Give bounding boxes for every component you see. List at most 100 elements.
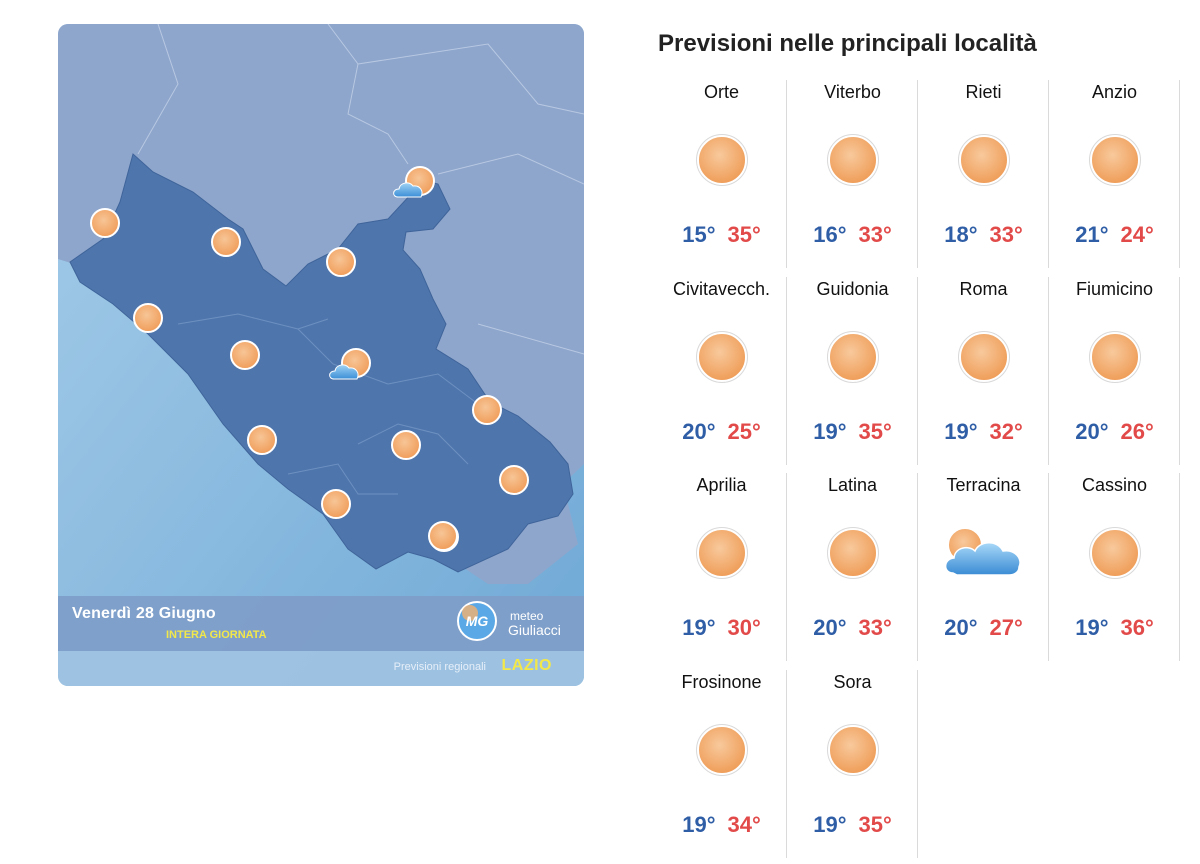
max-temperature: 24°: [1120, 222, 1154, 247]
forecast-cell[interactable]: Anzio 21° 24°: [1049, 76, 1180, 272]
map-date: Venerdì 28 Giugno: [72, 605, 216, 622]
map-period: INTERA GIORNATA: [166, 629, 267, 641]
min-temperature: 19°: [1075, 615, 1109, 640]
sun-icon: [656, 120, 787, 200]
min-temperature: 18°: [944, 222, 978, 247]
min-temperature: 19°: [944, 418, 978, 444]
forecast-cell[interactable]: Viterbo 16° 33°: [787, 76, 918, 272]
sun-icon: [918, 317, 1049, 397]
location-name: Latina: [827, 475, 878, 495]
location-name: Aprilia: [696, 475, 747, 495]
temperature-range: 20° 27°: [918, 615, 1049, 641]
location-name: Rieti: [965, 82, 1002, 102]
temperature-range: 19° 35°: [787, 419, 918, 445]
min-temperature: 20°: [682, 418, 716, 444]
min-temperature: 20°: [813, 615, 847, 640]
max-temperature: 34°: [727, 811, 761, 837]
max-temperature: 27°: [989, 615, 1023, 640]
sun-icon: [787, 710, 918, 790]
min-temperature: 19°: [682, 811, 716, 837]
min-temperature: 21°: [1075, 222, 1109, 247]
svg-text:MG: MG: [466, 613, 489, 629]
min-temperature: 15°: [682, 222, 716, 247]
min-temperature: 16°: [813, 222, 847, 247]
map-footer: Venerdì 28 Giugno INTERA GIORNATA MG met…: [58, 599, 584, 686]
temperature-range: 20° 33°: [787, 615, 918, 641]
brand-logo: MG meteo Giuliacci: [450, 599, 580, 649]
max-temperature: 26°: [1120, 418, 1154, 444]
max-temperature: 32°: [989, 418, 1023, 444]
min-temperature: 19°: [813, 418, 847, 444]
temperature-range: 19° 30°: [656, 615, 787, 641]
forecast-cell[interactable]: Sora 19° 35°: [787, 666, 918, 862]
region-name: LAZIO: [501, 657, 552, 674]
temperature-range: 19° 34°: [656, 812, 787, 838]
location-name: Sora: [833, 671, 872, 692]
brand-line-2: Giuliacci: [508, 622, 561, 638]
temperature-range: 15° 35°: [656, 222, 787, 248]
max-temperature: 25°: [727, 418, 761, 444]
map-sun-icon: [391, 430, 421, 460]
location-name: Frosinone: [681, 671, 762, 692]
brand-line-1: meteo: [510, 609, 544, 623]
min-temperature: 20°: [944, 615, 978, 640]
location-name: Cassino: [1081, 475, 1148, 495]
location-name: Viterbo: [824, 82, 881, 102]
max-temperature: 30°: [727, 615, 761, 640]
forecast-cell[interactable]: Terracina 20° 27°: [918, 469, 1049, 665]
max-temperature: 35°: [727, 222, 761, 247]
max-temperature: 35°: [858, 811, 892, 837]
temperature-range: 19° 35°: [787, 812, 918, 838]
lazio-map-graphic: [58, 24, 584, 686]
location-name: Anzio: [1091, 82, 1138, 102]
sun-cloud-icon: [918, 513, 1049, 593]
map-sun-icon: [247, 425, 277, 455]
map-sun-cloud-icon: [329, 348, 371, 380]
sun-icon: [787, 317, 918, 397]
page-title: Previsioni nelle principali località: [658, 30, 1037, 57]
lazio-region: [69, 153, 574, 573]
map-sun-icon: [472, 395, 502, 425]
location-name: Guidonia: [816, 278, 889, 299]
map-sun-icon: [428, 521, 458, 551]
map-sun-icon: [499, 465, 529, 495]
sun-icon: [656, 710, 787, 790]
temperature-range: 19° 36°: [1049, 615, 1180, 641]
temperature-range: 21° 24°: [1049, 222, 1180, 248]
max-temperature: 33°: [858, 222, 892, 247]
map-sun-icon: [90, 208, 120, 238]
max-temperature: 33°: [989, 222, 1023, 247]
map-sun-icon: [211, 227, 241, 257]
sun-icon: [918, 120, 1049, 200]
map-sun-icon: [321, 489, 351, 519]
forecast-cell[interactable]: Cassino 19° 36°: [1049, 469, 1180, 665]
forecast-cell[interactable]: Latina 20° 33°: [787, 469, 918, 665]
location-name: Roma: [959, 278, 1008, 299]
min-temperature: 19°: [813, 811, 847, 837]
min-temperature: 20°: [1075, 418, 1109, 444]
max-temperature: 33°: [858, 615, 892, 640]
sun-icon: [656, 317, 787, 397]
forecast-cell[interactable]: Aprilia 19° 30°: [656, 469, 787, 665]
temperature-range: 16° 33°: [787, 222, 918, 248]
temperature-range: 19° 32°: [918, 419, 1049, 445]
sun-icon: [787, 513, 918, 593]
temperature-range: 18° 33°: [918, 222, 1049, 248]
forecast-cell[interactable]: Fiumicino 20° 26°: [1049, 273, 1180, 469]
sun-icon: [1049, 120, 1180, 200]
temperature-range: 20° 25°: [656, 419, 787, 445]
forecast-cell[interactable]: Frosinone 19° 34°: [656, 666, 787, 862]
sun-icon: [787, 120, 918, 200]
regional-map: Venerdì 28 Giugno INTERA GIORNATA MG met…: [58, 24, 584, 686]
min-temperature: 19°: [682, 615, 716, 640]
forecast-cell[interactable]: Rieti 18° 33°: [918, 76, 1049, 272]
max-temperature: 36°: [1120, 615, 1154, 640]
max-temperature: 35°: [858, 418, 892, 444]
forecast-cell[interactable]: Guidonia 19° 35°: [787, 273, 918, 469]
forecast-cell[interactable]: Roma 19° 32°: [918, 273, 1049, 469]
map-sun-icon: [326, 247, 356, 277]
forecast-cell[interactable]: Civitavecch. 20° 25°: [656, 273, 787, 469]
map-sun-icon: [230, 340, 260, 370]
sun-icon: [1049, 513, 1180, 593]
forecast-cell[interactable]: Orte 15° 35°: [656, 76, 787, 272]
